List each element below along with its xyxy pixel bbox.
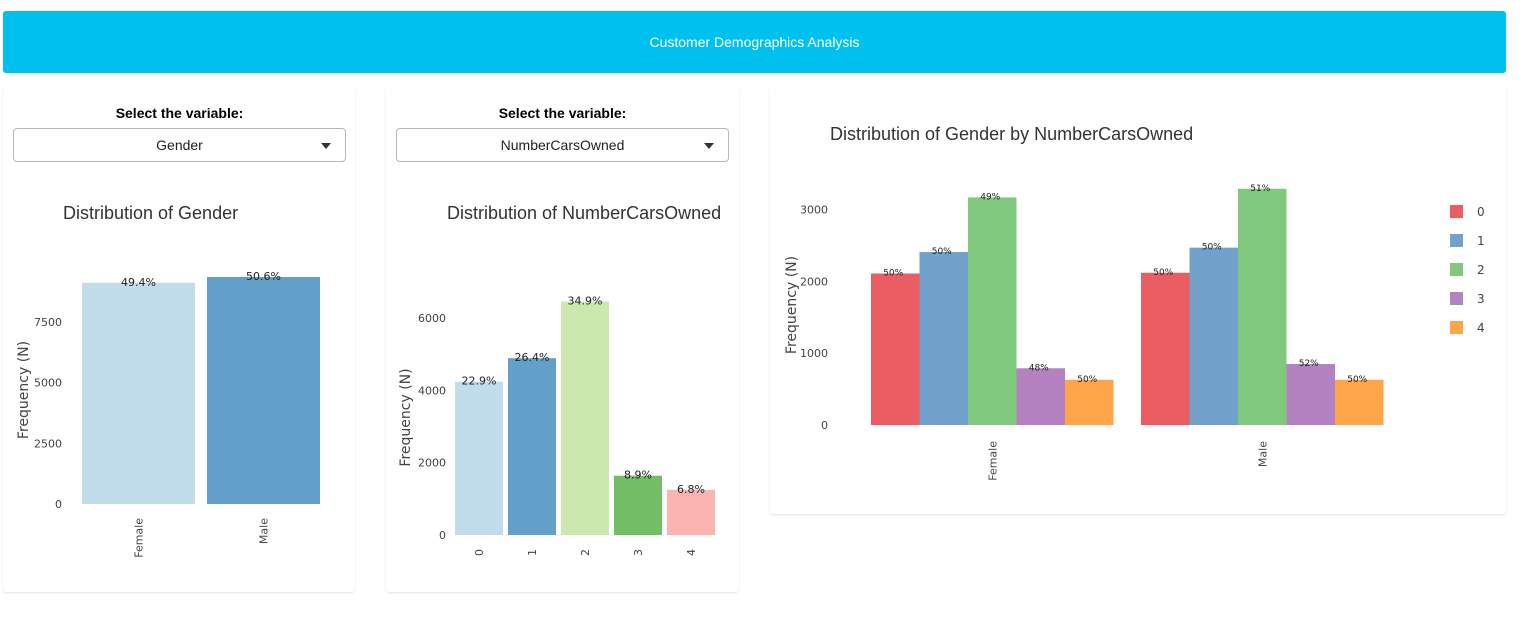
header-title: Customer Demographics Analysis [649,34,860,50]
bar [508,358,556,535]
bar [455,381,503,535]
x-tick-label: Male [1256,441,1269,467]
grouped-bar-chart: Frequency (N) 0 1000 2000 3000 50% 50% 49% 48% 50… [784,184,1485,481]
y-tick-label: 2500 [34,437,62,450]
y-tick-label: 7500 [34,316,62,329]
bar-data-label: 49% [980,192,1000,202]
y-tick-label: 1000 [800,347,828,360]
legend-swatch [1450,234,1463,247]
bar [1065,379,1114,425]
bar [614,475,662,535]
chart-1-title: Distribution of Gender [63,203,239,223]
bar-data-label: 34.9% [568,294,603,307]
bar-data-label: 51% [1250,184,1270,194]
chart-2-title: Distribution of NumberCarsOwned [447,203,722,223]
bar [1238,188,1287,425]
variable-select-2-value: NumberCarsOwned [500,137,625,153]
variable-select-1[interactable]: Gender [13,128,346,162]
bar-data-label: 50% [1202,243,1222,253]
bar [207,276,320,504]
bar [968,197,1017,425]
bar [1141,272,1190,425]
legend-swatch [1450,292,1463,305]
y-tick-label: 6000 [418,312,446,325]
x-tick-label: Female [986,441,999,481]
bar [561,301,609,535]
x-tick-label: 3 [632,549,645,556]
bar-data-label: 50% [1153,268,1173,278]
x-tick-label: 0 [473,549,486,556]
y-axis-label: Frequency (N) [398,368,414,466]
bar-data-label: 50% [883,269,903,279]
bar-data-label: 6.8% [677,483,705,496]
bar-data-label: 22.9% [462,375,497,388]
selector-1-label: Select the variable: [115,105,244,121]
y-tick-label: 0 [821,419,828,432]
bar-data-label: 26.4% [515,351,550,364]
legend-label: 1 [1477,234,1485,248]
bar [919,251,968,425]
bar [1016,368,1065,425]
legend-swatch [1450,263,1463,276]
chart-3-title: Distribution of Gender by NumberCarsOwne… [830,124,1194,144]
x-tick-label: 2 [579,549,592,556]
bar [1335,379,1384,425]
variable-select-1-value: Gender [156,137,203,153]
variable-select-2[interactable]: NumberCarsOwned [396,128,729,162]
y-tick-label: 5000 [34,377,62,390]
bar-data-label: 50% [932,247,952,257]
legend-label: 0 [1477,205,1485,219]
bar [82,282,195,504]
y-tick-label: 3000 [800,204,828,217]
cars-bar-chart: Frequency (N)020004000600022.9%026.4%134… [398,294,715,556]
chevron-down-icon [321,143,331,149]
selector-2-label: Select the variable: [498,105,627,121]
y-tick-label: 4000 [418,384,446,397]
y-axis-label: Frequency (N) [784,256,800,354]
y-tick-label: 2000 [418,457,446,470]
bar [871,273,920,425]
bar-data-label: 8.9% [624,469,652,482]
bar-data-label: 48% [1029,363,1049,373]
bar-data-label: 52% [1299,359,1319,369]
chart-2-title-clip: Distribution of NumberCarsOwned [447,200,731,228]
y-tick-label: 0 [55,498,62,511]
y-tick-label: 2000 [800,275,828,288]
app-header: Customer Demographics Analysis [3,11,1506,73]
bar-data-label: 50.6% [246,270,281,283]
legend-swatch [1450,321,1463,334]
y-tick-label: 0 [439,529,446,542]
bar-data-label: 49.4% [121,276,156,289]
bar-data-label: 50% [1077,375,1097,385]
x-tick-label: 1 [526,549,539,556]
x-tick-label: 4 [685,549,698,556]
bar-data-label: 50% [1347,375,1367,385]
legend-label: 4 [1477,321,1485,335]
bar [1286,363,1335,425]
legend-label: 2 [1477,263,1485,277]
bar [1189,247,1238,425]
gender-bar-chart: Frequency (N) 0 2500 5000 7500 49.4% Female 50.… [16,270,320,558]
x-tick-label: Female [133,518,146,558]
x-tick-label: Male [258,518,271,544]
legend-swatch [1450,205,1463,218]
chevron-down-icon [704,143,714,149]
y-axis-label: Frequency (N) [16,341,32,439]
legend-label: 3 [1477,292,1485,306]
bar [667,489,715,535]
